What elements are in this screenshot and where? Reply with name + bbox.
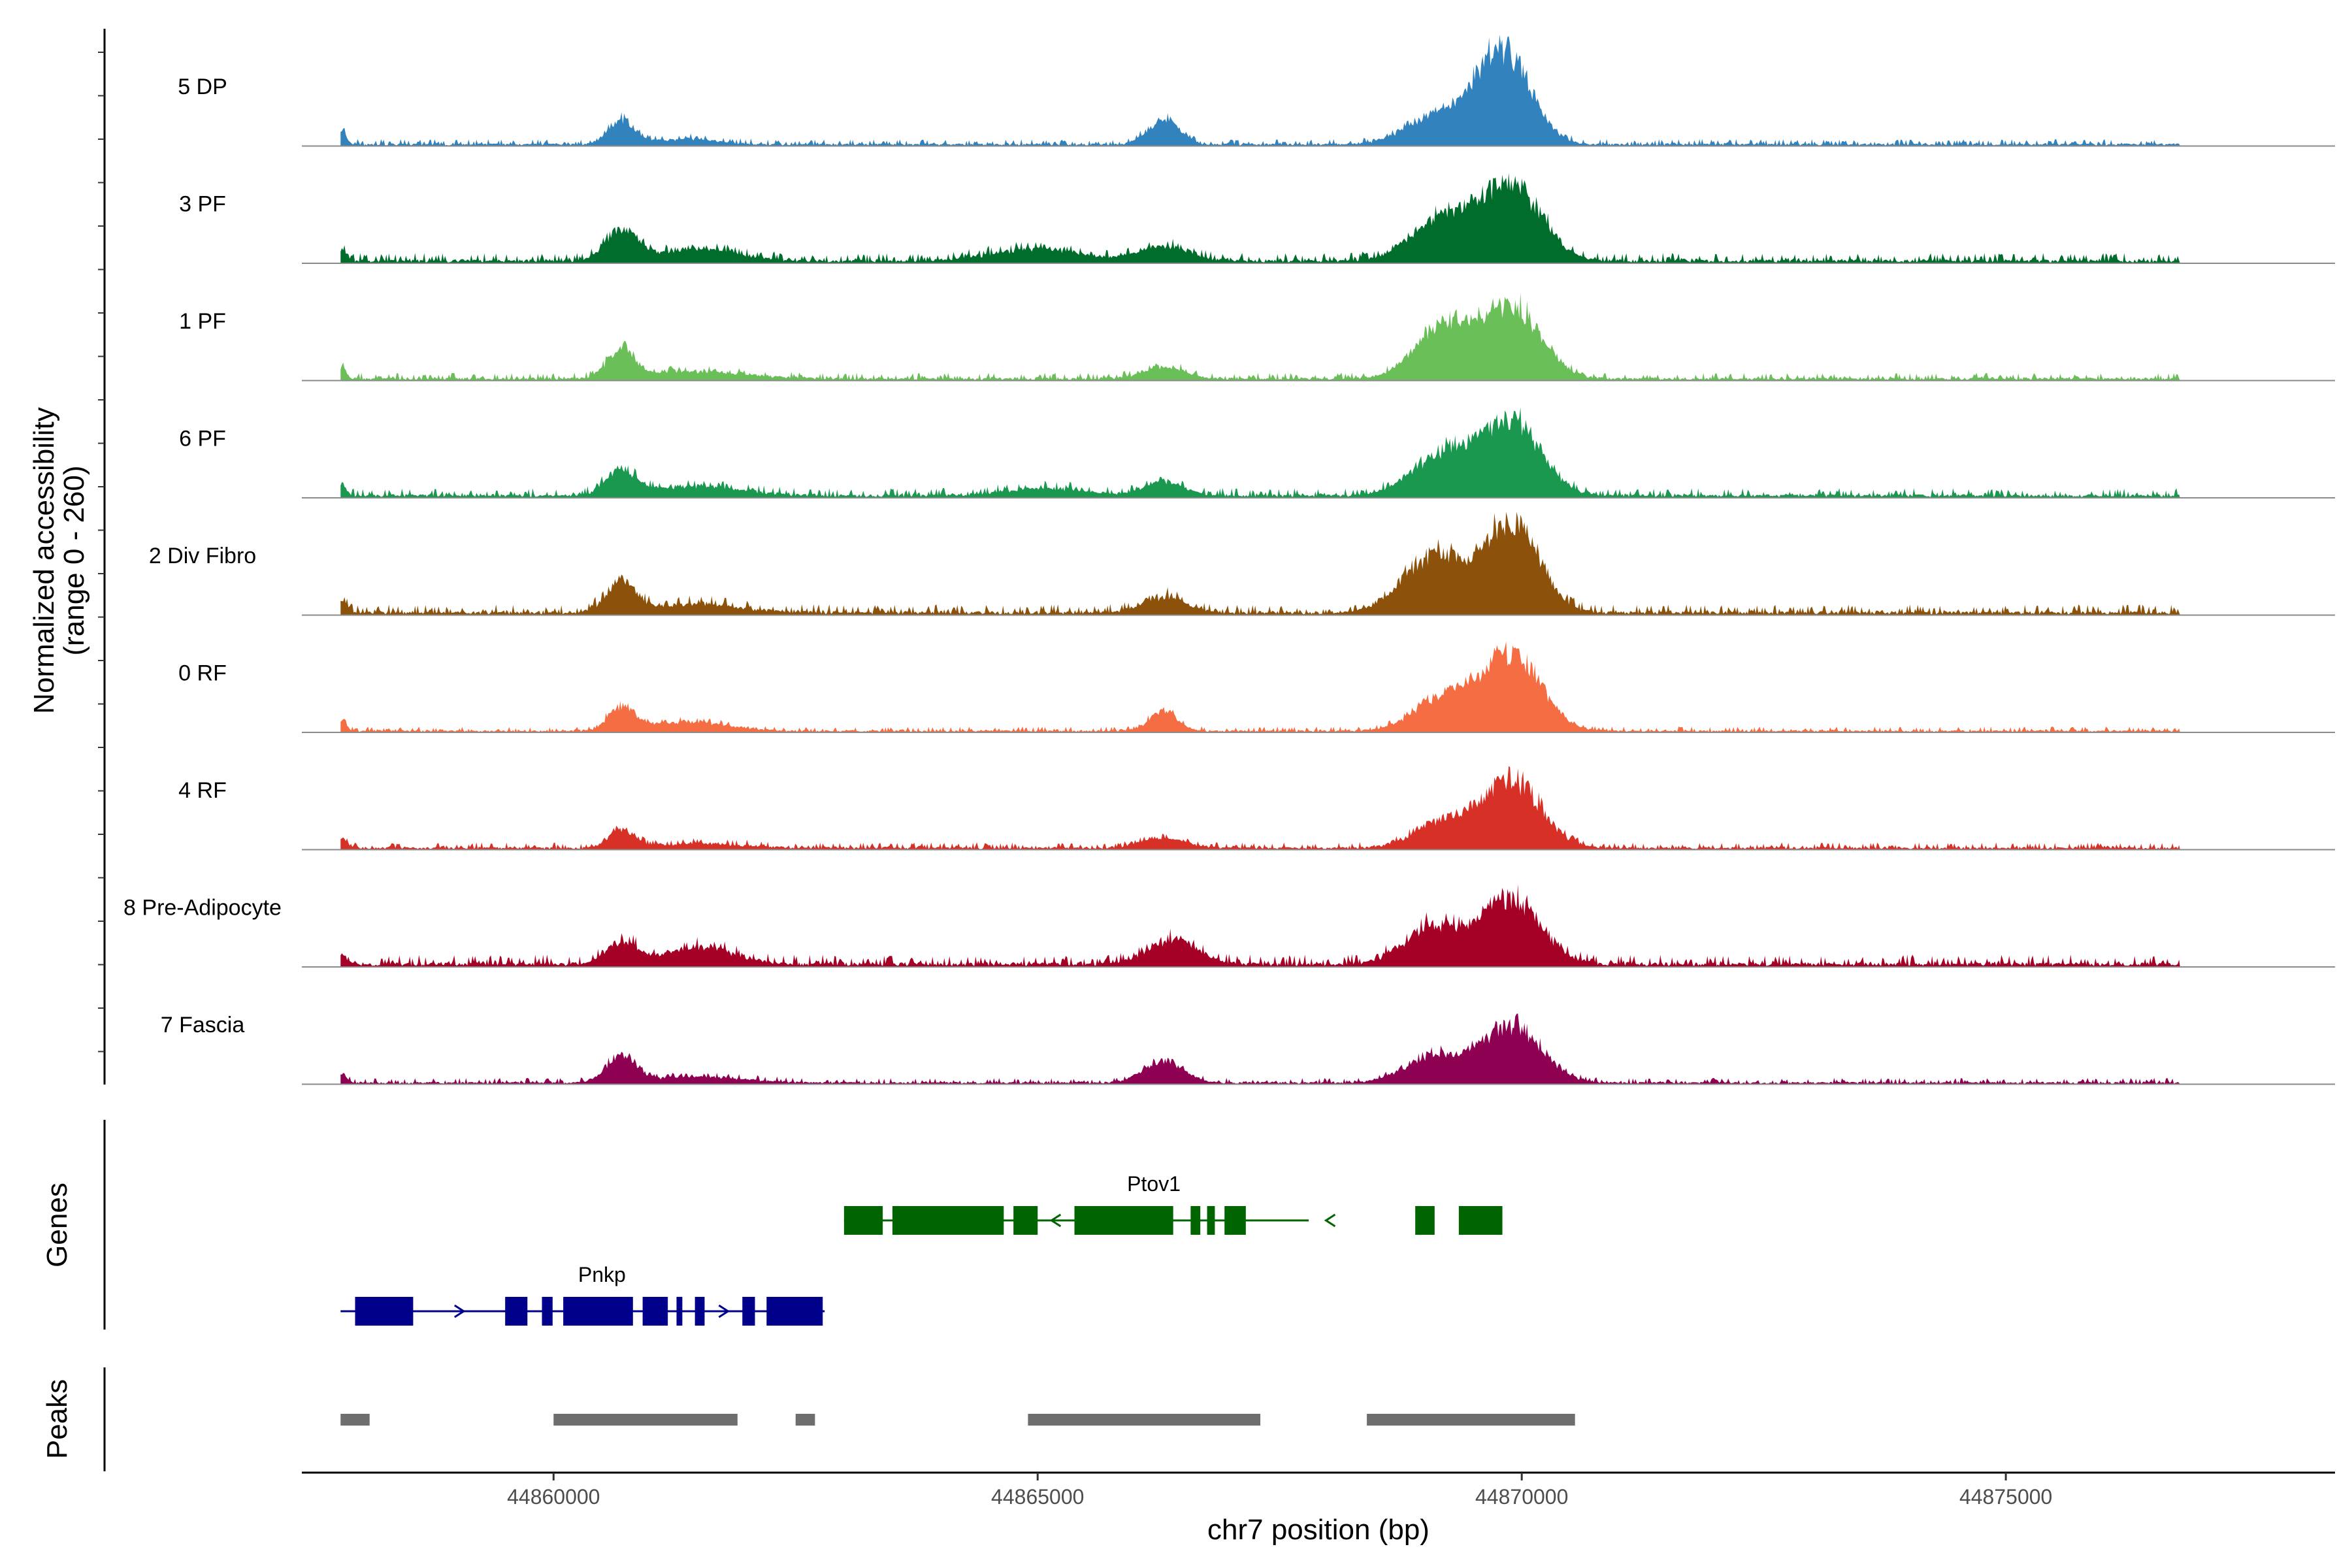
strand-arrow — [453, 1304, 466, 1318]
track-3-pf: 3 PF — [179, 172, 2335, 264]
track-0-rf: 0 RF — [178, 641, 2335, 733]
x-tick-label: 44870000 — [1475, 1485, 1568, 1509]
gene-exon — [505, 1297, 528, 1326]
gene-exon — [843, 1206, 883, 1235]
gene-pnkp: Pnkp — [340, 1263, 825, 1326]
gene-exon — [1224, 1206, 1246, 1235]
peak-region — [795, 1414, 815, 1426]
coverage-area — [340, 172, 2180, 263]
x-axis-ticks: 44860000 44865000 44870000 44875000 — [507, 1473, 2052, 1509]
gene-exon — [1458, 1206, 1503, 1235]
peak-region — [340, 1414, 370, 1426]
peaks-panel-title: Peaks — [41, 1379, 73, 1459]
peak-regions — [340, 1414, 1575, 1426]
track-label: 5 DP — [178, 74, 227, 99]
track-2-div-fibro: 2 Div Fibro — [149, 512, 2335, 616]
track-label: 0 RF — [178, 661, 227, 686]
track-4-rf: 4 RF — [178, 766, 2335, 851]
gene-exon — [1074, 1206, 1173, 1235]
coverage-area — [340, 766, 2180, 850]
track-1-pf: 1 PF — [179, 293, 2335, 382]
coverage-tracks: 5 DP 3 PF 1 PF 6 PF 2 Div Fibro 0 RF 4 RF 8 Pre… — [123, 35, 2335, 1085]
strand-arrow — [1324, 1213, 1336, 1228]
strand-arrow — [1049, 1213, 1062, 1228]
gene-exon — [355, 1297, 414, 1326]
track-6-pf: 6 PF — [179, 407, 2335, 498]
gene-exon — [694, 1297, 705, 1326]
y-axis-title-line1: Normalized accessibility — [28, 407, 60, 713]
track-label: 1 PF — [179, 309, 226, 334]
y-axis-title-line2: (range 0 - 260) — [58, 465, 90, 655]
track-label: 2 Div Fibro — [149, 544, 256, 568]
gene-name-label: Pnkp — [578, 1263, 626, 1286]
gene-exon — [676, 1297, 683, 1326]
gene-exon — [642, 1297, 668, 1326]
gene-exon — [892, 1206, 1004, 1235]
gene-exon — [742, 1297, 755, 1326]
x-axis-title: chr7 position (bp) — [1207, 1514, 1429, 1546]
gene-annotations: Ptov1 Pnkp — [340, 1172, 1503, 1326]
track-label: 7 Fascia — [161, 1013, 245, 1037]
gene-exon — [542, 1297, 553, 1326]
coverage-area — [340, 512, 2180, 615]
gene-exon — [1190, 1206, 1201, 1235]
coverage-area — [340, 293, 2180, 381]
peak-region — [1028, 1414, 1261, 1426]
track-7-fascia: 7 Fascia — [161, 1013, 2335, 1085]
gene-name-label: Ptov1 — [1127, 1172, 1181, 1196]
strand-arrow — [718, 1304, 730, 1318]
coverage-y-ticks — [98, 52, 105, 1053]
gene-exon — [1207, 1206, 1215, 1235]
coverage-area — [340, 641, 2180, 732]
x-tick-label: 44860000 — [507, 1485, 600, 1509]
x-tick-label: 44875000 — [1959, 1485, 2052, 1509]
track-5-dp: 5 DP — [178, 35, 2335, 147]
coverage-area — [340, 35, 2180, 146]
gene-ptov1: Ptov1 — [843, 1172, 1503, 1235]
track-label: 6 PF — [179, 427, 226, 451]
coverage-area — [340, 407, 2180, 498]
track-label: 4 RF — [178, 778, 227, 803]
coverage-area — [340, 884, 2180, 967]
track-8-pre-adipocyte: 8 Pre-Adipocyte — [123, 884, 2335, 968]
x-tick-label: 44865000 — [991, 1485, 1084, 1509]
gene-exon — [1415, 1206, 1435, 1235]
gene-exon — [766, 1297, 823, 1326]
track-label: 8 Pre-Adipocyte — [123, 896, 282, 921]
track-label: 3 PF — [179, 192, 226, 217]
gene-exon — [563, 1297, 633, 1326]
coverage-area — [340, 1013, 2180, 1085]
genes-panel-title: Genes — [41, 1183, 73, 1267]
peak-region — [553, 1414, 738, 1426]
peak-region — [1367, 1414, 1575, 1426]
gene-exon — [1013, 1206, 1038, 1235]
